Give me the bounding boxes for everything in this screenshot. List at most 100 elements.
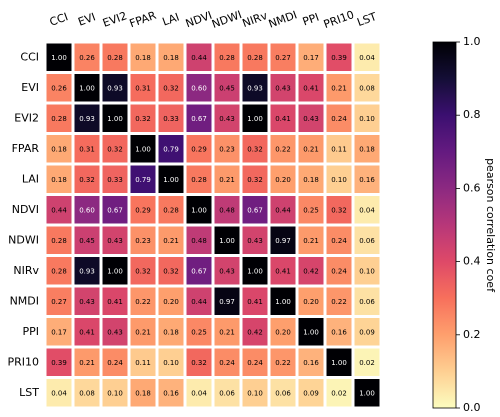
heatmap-cell	[242, 74, 268, 102]
x-tick-label: NDWI	[210, 8, 243, 31]
y-tick-label: EVI2	[14, 111, 39, 124]
heatmap-cell	[158, 104, 184, 132]
colorbar-tick-label: 0.8	[463, 108, 481, 121]
cell-label: 0.16	[359, 176, 375, 184]
heatmap-cell	[102, 135, 128, 163]
heatmap-cell	[46, 43, 72, 71]
cell-label: 0.22	[331, 298, 347, 306]
cell-label: 0.45	[79, 237, 95, 245]
cell-label: 0.27	[51, 298, 67, 306]
heatmap-cell	[354, 318, 380, 346]
heatmap-cell	[130, 196, 156, 224]
heatmap-cell	[186, 104, 212, 132]
heatmap-cell	[270, 165, 296, 193]
cell-label: 0.10	[107, 389, 123, 397]
cell-label: 0.22	[135, 298, 151, 306]
cell-label: 0.02	[331, 389, 347, 397]
heatmap-cell	[298, 379, 324, 407]
cell-label: 0.25	[303, 206, 319, 214]
cell-label: 0.10	[331, 176, 347, 184]
heatmap-cell	[214, 104, 240, 132]
heatmap-cell	[186, 379, 212, 407]
heatmap-cell	[242, 379, 268, 407]
heatmap-cell	[270, 74, 296, 102]
heatmap-cell	[270, 226, 296, 254]
colorbar-title: pearson correlation coef	[484, 158, 497, 293]
heatmap-cell	[74, 196, 100, 224]
heatmap-cell	[270, 104, 296, 132]
cell-label: 0.67	[191, 267, 207, 275]
y-tick-label: NMDI	[10, 294, 39, 307]
cell-label: 0.42	[303, 267, 319, 275]
cell-label: 0.10	[247, 389, 263, 397]
heatmap-cell	[326, 196, 352, 224]
heatmap-cell	[298, 74, 324, 102]
cell-label: 0.24	[331, 115, 347, 123]
heatmap-cell	[298, 43, 324, 71]
cell-label: 0.17	[51, 328, 67, 336]
cell-label: 0.32	[191, 359, 207, 367]
cell-label: 0.18	[51, 145, 67, 153]
heatmap-cell	[46, 74, 72, 102]
x-tick-label: LAI	[161, 10, 182, 28]
cell-label: 0.22	[275, 145, 291, 153]
cell-label: 0.21	[331, 84, 347, 92]
heatmap-cell	[214, 348, 240, 376]
heatmap-cell	[158, 287, 184, 315]
heatmap-cell	[242, 257, 268, 285]
heatmap-cell	[130, 74, 156, 102]
cell-label: 0.11	[135, 359, 151, 367]
heatmap-cell	[46, 318, 72, 346]
cell-label: 0.29	[135, 206, 151, 214]
heatmap-cell	[270, 348, 296, 376]
heatmap-cell	[298, 135, 324, 163]
heatmap-cell	[354, 348, 380, 376]
cell-label: 0.97	[275, 237, 291, 245]
cell-label: 0.09	[303, 389, 319, 397]
cell-label: 0.41	[275, 115, 291, 123]
cell-label: 0.21	[219, 328, 235, 336]
heatmap-cell	[354, 257, 380, 285]
heatmap-cell	[214, 135, 240, 163]
x-tick-label: LST	[355, 10, 378, 29]
heatmap-cell	[214, 165, 240, 193]
cell-label: 0.16	[163, 389, 179, 397]
cell-label: 0.32	[135, 267, 151, 275]
colorbar-tick-label: 0.6	[463, 181, 481, 194]
cell-label: 0.41	[303, 84, 319, 92]
heatmap-cell	[186, 226, 212, 254]
cell-label: 0.31	[135, 84, 151, 92]
heatmap-cell	[354, 196, 380, 224]
heatmap-cell	[326, 165, 352, 193]
heatmap-cell	[354, 165, 380, 193]
heatmap-cell	[270, 196, 296, 224]
cell-label: 0.44	[275, 206, 291, 214]
cell-label: 0.27	[275, 54, 291, 62]
heatmap-cell	[186, 196, 212, 224]
heatmap-cell	[326, 104, 352, 132]
cell-label: 0.18	[51, 176, 67, 184]
heatmap-cell	[242, 318, 268, 346]
cell-label: 0.67	[107, 206, 123, 214]
cell-label: 0.24	[247, 359, 263, 367]
heatmap-cell	[270, 318, 296, 346]
heatmap-cell	[242, 135, 268, 163]
cell-label: 0.11	[331, 145, 347, 153]
cell-label: 0.26	[51, 84, 67, 92]
cell-label: 0.18	[303, 176, 319, 184]
cell-label: 0.39	[51, 359, 67, 367]
heatmap-cell	[46, 348, 72, 376]
heatmap-cell	[46, 196, 72, 224]
heatmap-cell	[214, 74, 240, 102]
cell-label: 0.32	[79, 176, 95, 184]
cell-label: 0.16	[303, 359, 319, 367]
cell-label: 0.10	[163, 359, 179, 367]
heatmap-cell	[326, 257, 352, 285]
cell-label: 0.17	[303, 54, 319, 62]
colorbar-tick-label: 0.0	[463, 401, 481, 414]
heatmap-cell	[74, 74, 100, 102]
y-tick-label: EVI	[21, 81, 39, 94]
heatmap-cell	[214, 318, 240, 346]
y-tick-label: NDVI	[12, 203, 39, 216]
cell-label: 0.79	[135, 176, 151, 184]
